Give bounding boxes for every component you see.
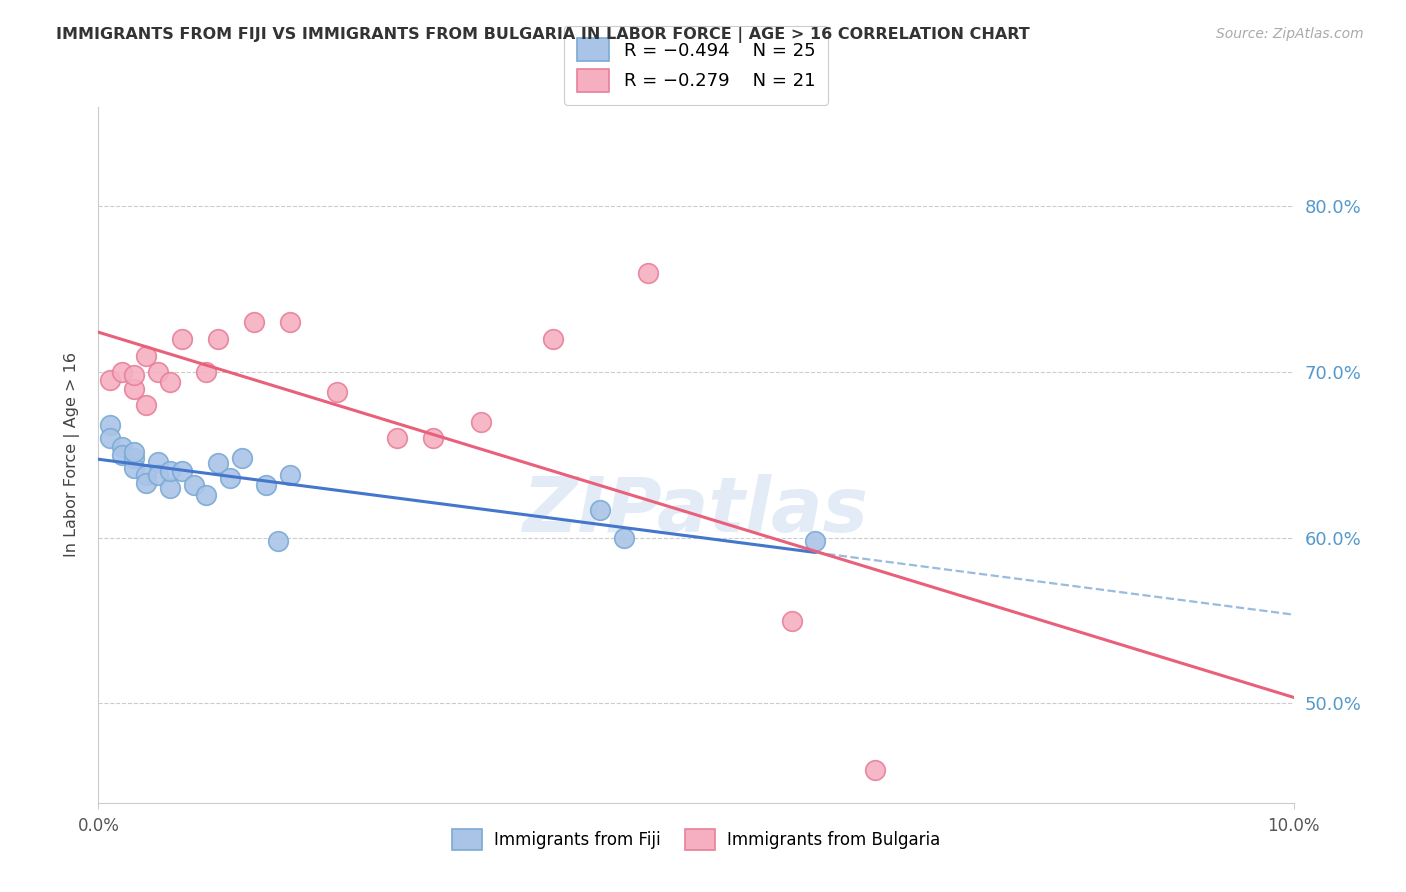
Point [159,375,181,389]
Point [589,502,612,516]
Point [780,614,803,628]
Point [159,465,181,479]
Point [385,431,409,445]
Point [278,467,301,482]
Point [135,349,157,363]
Point [172,465,194,479]
Point [422,431,444,445]
Point [148,365,170,379]
Point [804,534,827,549]
Point [278,315,301,329]
Point [195,488,218,502]
Point [195,365,218,379]
Point [613,531,636,545]
Point [219,471,242,485]
Point [148,467,170,482]
Point [159,481,181,495]
Point [637,266,659,280]
Point [124,461,146,475]
Point [207,332,229,346]
Point [124,382,146,396]
Point [267,534,290,549]
Point [111,448,134,462]
Point [135,476,157,491]
Point [326,384,349,399]
Point [111,365,134,379]
Text: Source: ZipAtlas.com: Source: ZipAtlas.com [1216,27,1364,41]
Legend: Immigrants from Fiji, Immigrants from Bulgaria: Immigrants from Fiji, Immigrants from Bu… [446,822,946,857]
Point [243,315,266,329]
Point [172,332,194,346]
Point [541,332,564,346]
Point [111,440,134,454]
Y-axis label: In Labor Force | Age > 16: In Labor Force | Age > 16 [63,352,80,558]
Point [183,477,205,491]
Point [231,451,253,466]
Point [135,398,157,412]
Point [98,373,122,387]
Point [865,763,887,777]
Point [98,431,122,445]
Point [124,451,146,466]
Point [470,415,492,429]
Text: ZIPatlas: ZIPatlas [523,474,869,548]
Point [124,444,146,458]
Point [98,418,122,433]
Text: IMMIGRANTS FROM FIJI VS IMMIGRANTS FROM BULGARIA IN LABOR FORCE | AGE > 16 CORRE: IMMIGRANTS FROM FIJI VS IMMIGRANTS FROM … [56,27,1031,43]
Point [254,477,277,491]
Point [135,467,157,482]
Point [124,368,146,383]
Point [207,456,229,470]
Point [148,454,170,468]
